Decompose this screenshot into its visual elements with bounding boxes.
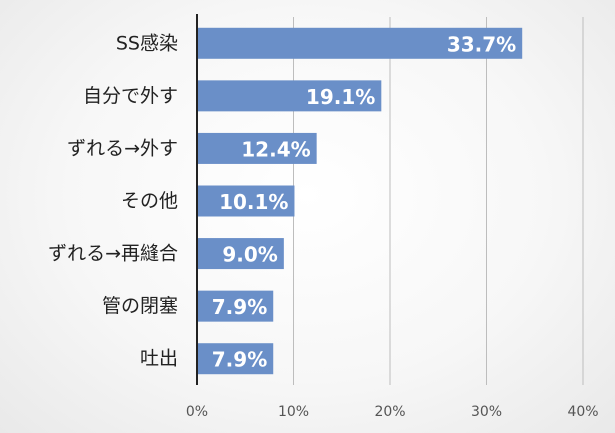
data-label-0: 33.7% bbox=[447, 32, 516, 56]
bars bbox=[197, 27, 523, 375]
bar-6 bbox=[197, 343, 274, 375]
data-label-6: 7.9% bbox=[212, 348, 267, 372]
gridlines bbox=[293, 17, 584, 385]
x-tick-label-4: 40% bbox=[567, 404, 598, 420]
category-label-6: 吐出 bbox=[140, 348, 178, 370]
x-tick-label-1: 10% bbox=[278, 404, 309, 420]
data-label-4: 9.0% bbox=[222, 243, 277, 267]
category-label-5: 管の閉塞 bbox=[102, 295, 178, 317]
category-label-1: 自分で外す bbox=[83, 85, 178, 107]
bar-4 bbox=[197, 238, 284, 270]
category-label-4: ずれる→再縫合 bbox=[48, 243, 178, 265]
data-label-2: 12.4% bbox=[241, 137, 310, 161]
bar-5 bbox=[197, 290, 274, 322]
data-label-5: 7.9% bbox=[212, 295, 267, 319]
bar-1 bbox=[197, 80, 382, 112]
data-label-1: 19.1% bbox=[306, 85, 375, 109]
bar-0 bbox=[197, 27, 523, 59]
category-label-3: その他 bbox=[121, 190, 178, 212]
x-tick-labels: 0% 10% 20% 30% 40% bbox=[186, 404, 599, 420]
x-tick-label-2: 20% bbox=[374, 404, 405, 420]
bar-2 bbox=[197, 132, 317, 164]
category-label-0: SS感染 bbox=[116, 32, 178, 54]
x-tick-label-3: 30% bbox=[471, 404, 502, 420]
bar-3 bbox=[197, 185, 295, 217]
x-tick-label-0: 0% bbox=[186, 404, 208, 420]
category-label-2: ずれる→外す bbox=[67, 137, 178, 159]
data-label-3: 10.1% bbox=[219, 190, 288, 214]
data-labels: 33.7% 19.1% 12.4% 10.1% 9.0% 7.9% 7.9% bbox=[212, 32, 516, 371]
